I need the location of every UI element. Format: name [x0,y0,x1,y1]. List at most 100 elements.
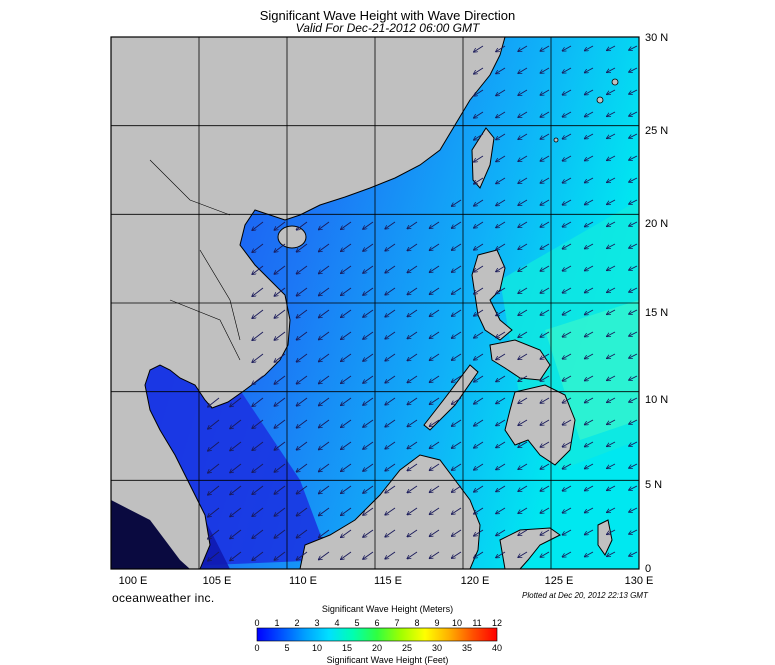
wave-arrow [474,45,484,52]
wave-arrow [607,199,616,204]
wave-arrow [562,89,572,95]
wave-arrow [230,529,242,539]
wave-arrow [208,463,220,473]
wave-arrow [385,375,396,383]
brand-logo: oceanweather inc. [112,591,215,605]
wave-arrow [518,441,528,447]
colorbar-feet-tick: 35 [461,643,472,653]
colorbar-meter-tick: 0 [254,618,260,628]
wave-arrow [474,265,484,272]
lat-label-20: 20 N [645,218,669,230]
wave-arrow [319,375,330,384]
wave-arrow [540,199,550,205]
wave-arrow [540,331,550,337]
wave-arrow [629,353,638,358]
wave-arrow [252,221,264,230]
wave-arrow [319,221,330,230]
wave-arrow [607,551,616,556]
wave-arrow [585,177,594,183]
wave-arrow [607,221,616,226]
wave-arrow [518,89,528,95]
wave-arrow [296,375,308,384]
colorbar-meter-tick: 8 [414,618,420,628]
wave-arrow [607,155,616,160]
wave-arrow [607,353,616,358]
wave-arrow [429,507,440,514]
wave-arrow [385,331,396,339]
wave-arrow [385,463,396,471]
wave-arrow [496,287,506,294]
wave-arrow [629,89,638,94]
wave-arrow [540,419,550,425]
wave-arrow [518,265,528,271]
wave-arrow [319,419,330,428]
wave-arrow [518,353,528,359]
wave-arrow [474,89,484,96]
wave-arrow [607,177,616,182]
wave-arrow [518,133,528,139]
wave-arrow [562,309,572,315]
wave-arrow [252,485,264,494]
wave-arrow [252,529,264,538]
wave-arrow [540,441,550,447]
wave-arrow [607,265,616,270]
wave-arrow [252,507,264,516]
wave-arrow [452,441,462,448]
wave-arrow [562,419,572,425]
wave-direction-arrows [208,45,638,561]
wave-arrow [208,419,220,429]
wave-arrow [274,265,286,274]
wave-arrow [474,507,484,514]
wave-arrow [252,463,264,472]
wave-arrow [562,287,572,293]
wave-arrow [518,67,528,73]
wave-arrow [629,111,638,116]
wave-arrow [607,111,616,116]
wave-arrow [518,309,528,315]
wave-arrow [252,243,264,252]
wave-arrow [407,551,418,559]
wave-arrow [429,463,440,470]
wave-arrow [474,529,484,536]
wave-arrow [319,485,330,494]
wave-arrow [629,309,638,314]
wave-arrow [429,353,440,360]
land-hainan [277,225,307,249]
wave-arrow [407,419,418,427]
wave-arrow [585,463,594,469]
wave-arrow [296,441,308,450]
wave-arrow [540,45,550,51]
wave-arrow [540,111,550,117]
lat-label-5: 5 N [645,479,663,491]
lat-label-30: 30 N [645,32,669,44]
wave-arrow [585,331,594,337]
wave-arrow [518,529,528,535]
wave-arrow [518,331,528,337]
wave-arrow [540,309,550,315]
wave-arrow [296,309,308,318]
wave-arrow [540,375,550,381]
wave-arrow [429,331,440,338]
wave-arrow [274,397,286,406]
wave-arrow [274,221,286,230]
wave-arrow [452,243,462,250]
wave-arrow [252,265,264,274]
wave-arrow [274,485,286,494]
wave-arrow [540,89,550,95]
wave-arrow [385,441,396,449]
wave-arrow [540,155,550,161]
wave-arrow [385,551,396,559]
wave-arrow [607,287,616,292]
wave-arrow [474,485,484,492]
wave-arrow [496,221,506,228]
wave-arrow [429,419,440,426]
wave-arrow [341,551,352,559]
wave-arrow [341,375,352,383]
wave-arrow [607,133,616,138]
wave-arrow [208,529,220,539]
colorbar-meter-tick: 9 [434,618,440,628]
wave-arrow [452,463,462,470]
wave-arrow [319,551,330,560]
wave-arrow [407,441,418,449]
